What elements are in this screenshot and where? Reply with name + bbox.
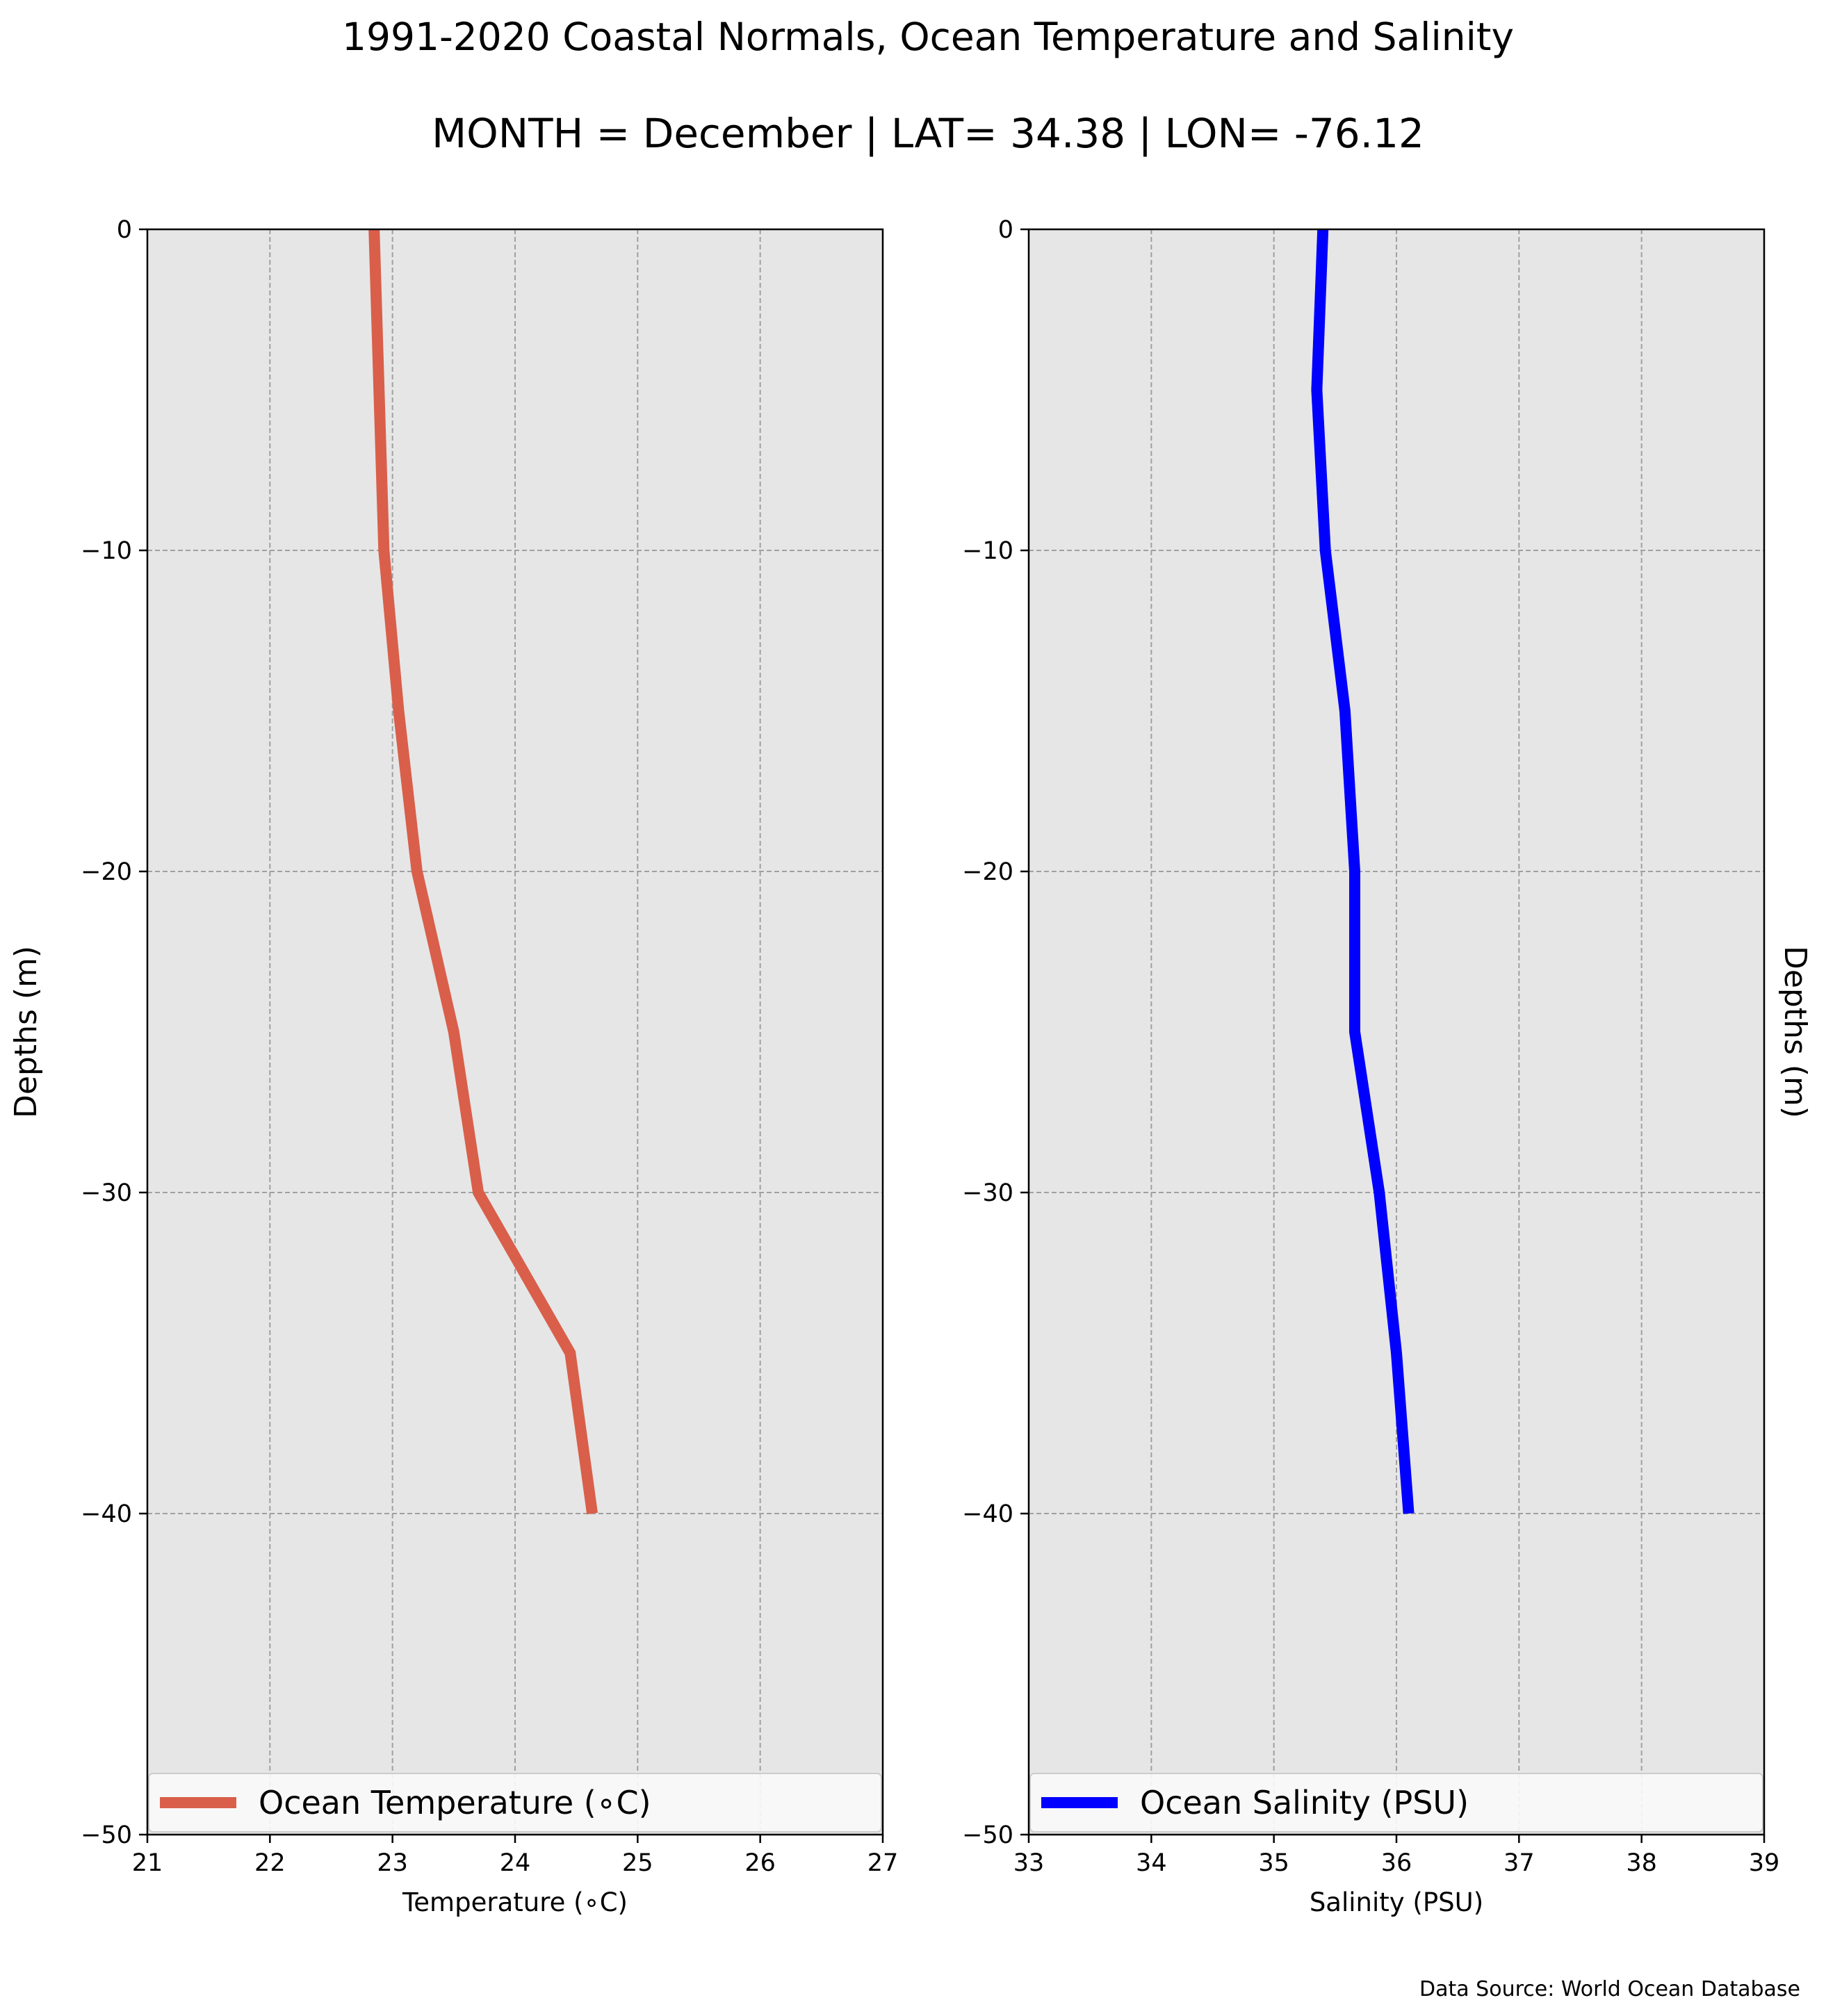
temperature-x-axis-label: Temperature (∘C) [402,1887,628,1917]
salinity-y-tick-label: −40 [962,1500,1013,1528]
salinity-x-tick-label: 35 [1258,1849,1289,1877]
data-source-note: Data Source: World Ocean Database [1419,1977,1800,2001]
temperature-y-tick-label: −40 [81,1500,132,1528]
temperature-panel: Ocean Temperature (∘C) 21 22 23 24 25 26 27 0 −10… [8,216,898,1917]
salinity-y-tick-label: −10 [962,537,1013,565]
temperature-y-axis-label: Depths (m) [8,946,44,1118]
salinity-series-line [1311,229,1415,1514]
temperature-y-tick-label: −10 [81,537,132,565]
salinity-y-tick-label: 0 [998,216,1013,244]
salinity-y-tick-label: −30 [962,1179,1013,1207]
temperature-y-tick-label: −50 [81,1821,132,1849]
salinity-x-tick-label: 38 [1626,1849,1657,1877]
salinity-x-tick-label: 34 [1136,1849,1167,1877]
temperature-y-tick-label: −20 [81,858,132,886]
temperature-x-tick-label: 21 [132,1849,163,1877]
temperature-legend-box [148,1773,882,1833]
temperature-x-tick-label: 25 [622,1849,653,1877]
temperature-y-tick-label: −30 [81,1179,132,1207]
temperature-legend-label: Ocean Temperature (∘C) [259,1784,651,1821]
temperature-x-tick-label: 24 [500,1849,531,1877]
salinity-legend-label: Ocean Salinity (PSU) [1140,1784,1469,1821]
salinity-x-tick-label: 36 [1381,1849,1412,1877]
salinity-x-axis-label: Salinity (PSU) [1310,1887,1483,1917]
temperature-x-tick-label: 26 [744,1849,776,1877]
salinity-y-tick-label: −50 [962,1821,1013,1849]
temperature-y-tick-label: 0 [117,216,132,244]
chart-subtitle: MONTH = December | LAT= 34.38 | LON= -76… [432,110,1424,157]
chart-title: 1991-2020 Coastal Normals, Ocean Tempera… [342,15,1514,59]
salinity-legend-box [1029,1773,1763,1833]
salinity-y-axis-label: Depths (m) [1777,946,1813,1118]
temperature-x-tick-label: 22 [254,1849,286,1877]
temperature-x-tick-label: 23 [377,1849,408,1877]
salinity-x-tick-label: 33 [1013,1849,1045,1877]
temperature-x-tick-label: 27 [867,1849,899,1877]
salinity-x-tick-label: 37 [1503,1849,1535,1877]
salinity-panel: Ocean Salinity (PSU) 33 34 35 36 37 38 39 0 −10 −2… [962,216,1813,1917]
salinity-y-tick-label: −20 [962,858,1013,886]
temperature-series-line [368,229,598,1515]
salinity-x-tick-label: 39 [1749,1849,1780,1877]
